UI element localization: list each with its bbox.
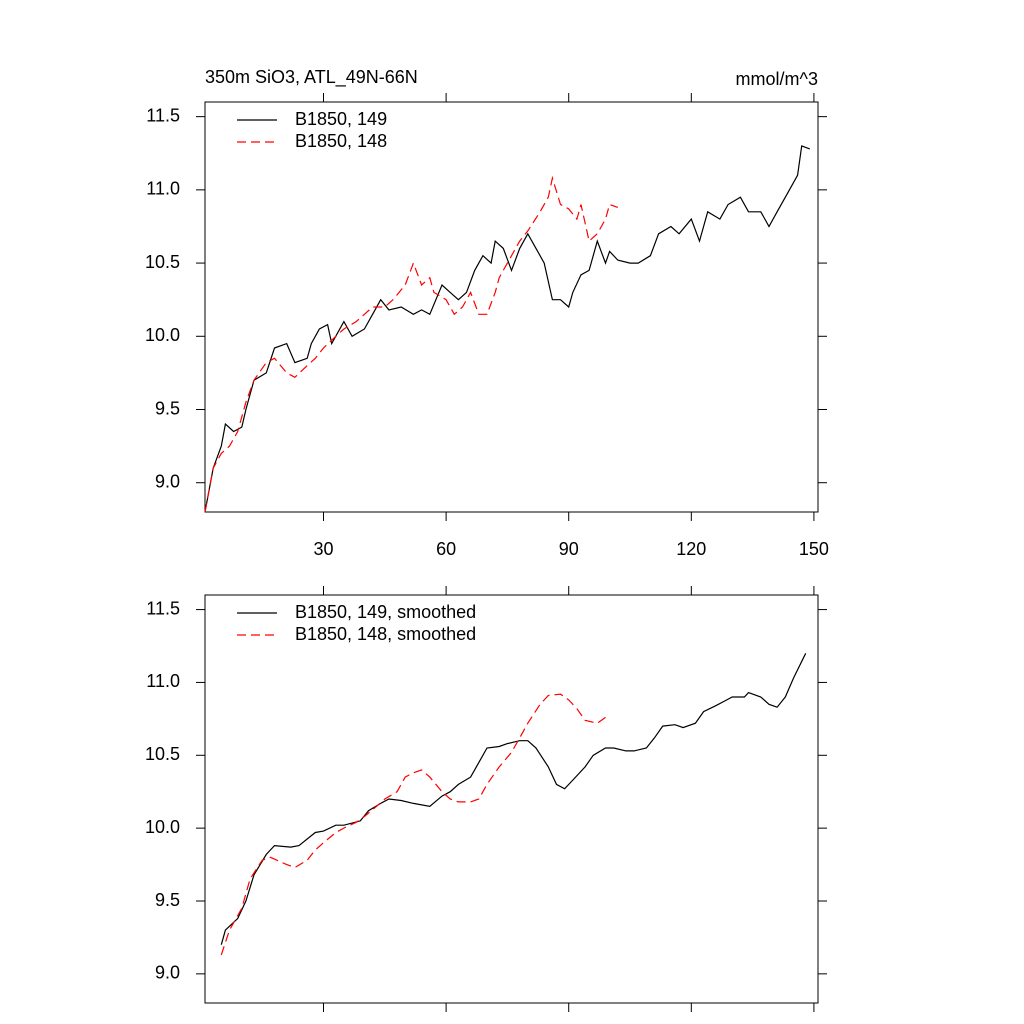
legend-label: B1850, 148, smoothed xyxy=(295,624,476,644)
x-tick-label: 30 xyxy=(313,539,333,559)
y-tick-label: 9.0 xyxy=(155,963,180,983)
series-line xyxy=(204,175,619,513)
legend-label: B1850, 149, smoothed xyxy=(295,602,476,622)
series-line xyxy=(220,693,610,956)
x-tick-label: 90 xyxy=(559,539,579,559)
y-tick-label: 9.5 xyxy=(155,398,180,418)
series-line xyxy=(204,145,811,513)
legend-label: B1850, 149 xyxy=(295,109,387,129)
y-tick-label: 11.0 xyxy=(146,179,180,199)
y-tick-label: 10.5 xyxy=(145,252,180,272)
x-tick-label: 120 xyxy=(676,539,706,559)
plot-frame xyxy=(204,594,819,1004)
y-tick-label: 9.0 xyxy=(155,471,180,491)
legend-label: B1850, 148 xyxy=(295,131,387,151)
y-tick-label: 11.5 xyxy=(146,105,180,125)
series-line xyxy=(220,653,807,945)
chart-title: 350m SiO3, ATL_49N-66N xyxy=(205,67,418,88)
x-tick-label: 60 xyxy=(436,539,456,559)
y-tick-label: 10.5 xyxy=(145,744,180,764)
y-tick-label: 10.0 xyxy=(145,817,180,837)
units-label: mmol/m^3 xyxy=(736,69,818,89)
plot-frame xyxy=(204,101,819,513)
y-tick-label: 11.0 xyxy=(146,671,180,691)
x-tick-label: 150 xyxy=(799,539,829,559)
y-tick-label: 10.0 xyxy=(145,325,180,345)
y-tick-label: 11.5 xyxy=(146,598,180,618)
y-tick-label: 9.5 xyxy=(155,890,180,910)
